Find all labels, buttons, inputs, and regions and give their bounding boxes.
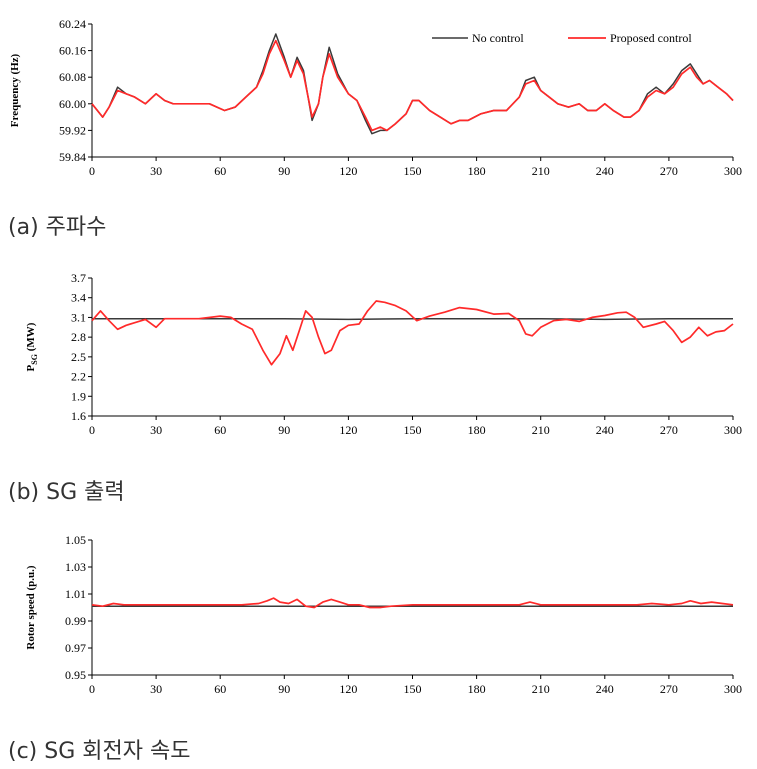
x-tick-label: 300	[724, 423, 742, 437]
y-tick-label: 1.6	[71, 409, 86, 423]
chart-panel-2: 0.95 0.97 0.99 1.01 1.03 1.05 0 30 60 90 120 150 180…	[25, 533, 742, 696]
x-tick-label: 240	[596, 423, 614, 437]
y-tick-label: 0.99	[65, 614, 86, 628]
x-tick-label: 120	[339, 164, 357, 178]
x-tick-label: 150	[404, 164, 422, 178]
x-tick-label: 270	[660, 423, 678, 437]
x-tick-label: 240	[596, 682, 614, 696]
x-tick-label: 150	[404, 423, 422, 437]
y-tick-label: 1.9	[71, 389, 86, 403]
legend-label-proposed: Proposed control	[610, 31, 692, 45]
y-tick-label: 1.01	[65, 587, 86, 601]
x-tick-label: 0	[89, 423, 95, 437]
legend-label-no-control: No control	[472, 31, 524, 45]
series-line-proposed-control	[91, 597, 734, 609]
x-tick-label: 300	[724, 164, 742, 178]
x-tick-label: 210	[532, 423, 550, 437]
x-tick-label: 90	[278, 682, 290, 696]
y-tick-label: 1.03	[65, 560, 86, 574]
y-tick-label: 0.95	[65, 668, 86, 682]
x-tick-label: 270	[660, 682, 678, 696]
y-tick-label: 59.92	[59, 123, 86, 137]
caption-b: (b) SG 출력	[8, 480, 125, 505]
x-tick-label: 0	[89, 682, 95, 696]
x-tick-label: 150	[404, 682, 422, 696]
chart-panel-0: 59.84 59.92 60.00 60.08 60.16 60.24 0 30 60 90 120…	[9, 17, 742, 178]
x-tick-label: 60	[214, 423, 226, 437]
y-tick-label: 60.16	[59, 44, 86, 58]
y-tick-label: 3.1	[71, 310, 86, 324]
x-tick-label: 30	[150, 423, 162, 437]
series-line-no-control	[91, 33, 734, 135]
x-tick-label: 60	[214, 682, 226, 696]
chart-panel-1: 1.6 1.9 2.2 2.5 2.8 3.1 3.4 3.7 0 30 60 90 120 150 180…	[25, 271, 742, 437]
x-tick-label: 270	[660, 164, 678, 178]
y-tick-label: 2.5	[71, 350, 86, 364]
y-tick-label: 60.08	[59, 70, 86, 84]
y-axis-label: PSG (MW)	[25, 322, 39, 371]
series-line-proposed-control	[91, 300, 734, 366]
x-tick-label: 90	[278, 423, 290, 437]
y-tick-label: 0.97	[65, 641, 86, 655]
y-tick-label: 3.4	[71, 291, 86, 305]
x-tick-label: 210	[532, 164, 550, 178]
y-axis-label: Frequency (Hz)	[9, 53, 21, 127]
x-tick-label: 240	[596, 164, 614, 178]
x-tick-label: 30	[150, 682, 162, 696]
x-tick-label: 90	[278, 164, 290, 178]
x-tick-label: 120	[339, 423, 357, 437]
x-tick-label: 180	[468, 423, 486, 437]
x-tick-label: 30	[150, 164, 162, 178]
y-tick-label: 1.05	[65, 533, 86, 547]
y-tick-label: 3.7	[71, 271, 86, 285]
caption-c: (c) SG 회전자 속도	[8, 739, 191, 764]
x-tick-label: 180	[468, 682, 486, 696]
series-line-proposed-control	[91, 39, 734, 132]
x-tick-label: 60	[214, 164, 226, 178]
y-tick-label: 59.84	[59, 150, 86, 164]
caption-a: (a) 주파수	[8, 215, 107, 240]
y-axis-label: Rotor speed (p.u.)	[25, 565, 37, 649]
y-tick-label: 2.2	[71, 370, 86, 384]
x-tick-label: 210	[532, 682, 550, 696]
y-tick-label: 2.8	[71, 330, 86, 344]
legend: No control Proposed control	[432, 31, 692, 45]
y-tick-label: 60.00	[59, 97, 86, 111]
x-tick-label: 120	[339, 682, 357, 696]
x-tick-label: 180	[468, 164, 486, 178]
y-tick-label: 60.24	[59, 17, 86, 31]
x-tick-label: 300	[724, 682, 742, 696]
x-tick-label: 0	[89, 164, 95, 178]
